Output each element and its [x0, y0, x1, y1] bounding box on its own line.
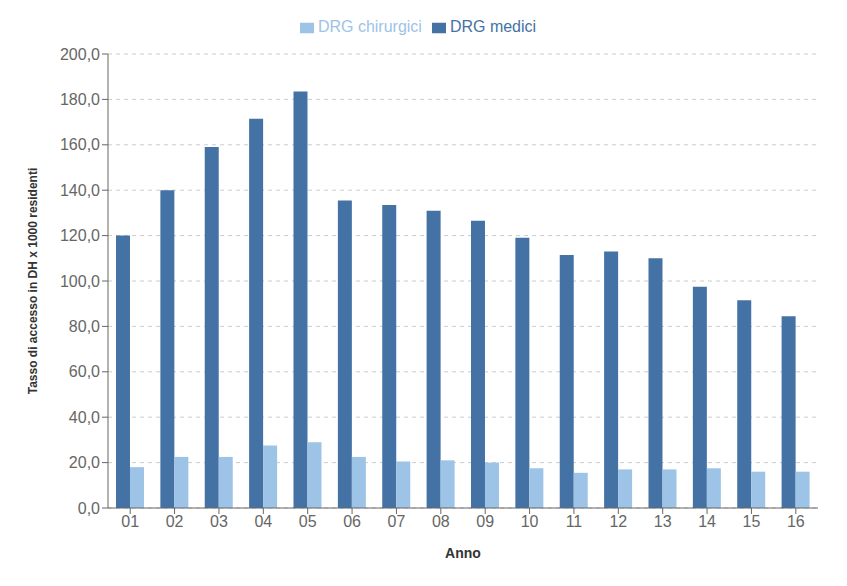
svg-text:Anno: Anno [445, 545, 481, 561]
svg-text:07: 07 [388, 513, 406, 530]
svg-text:02: 02 [166, 513, 184, 530]
svg-text:03: 03 [210, 513, 228, 530]
svg-text:20,0: 20,0 [69, 454, 100, 471]
svg-text:100,0: 100,0 [60, 273, 100, 290]
svg-text:12: 12 [609, 513, 627, 530]
svg-text:06: 06 [343, 513, 361, 530]
svg-text:180,0: 180,0 [60, 91, 100, 108]
svg-text:04: 04 [254, 513, 272, 530]
svg-text:80,0: 80,0 [69, 318, 100, 335]
html-text:DRG medici: DRG medici [449, 18, 537, 35]
svg-text:05: 05 [299, 513, 317, 530]
svg-text:15: 15 [743, 513, 761, 530]
svg-text:140,0: 140,0 [60, 182, 100, 199]
svg-text:160,0: 160,0 [60, 136, 100, 153]
svg-text:120,0: 120,0 [60, 227, 100, 244]
svg-text:200,0: 200,0 [60, 46, 100, 63]
svg-text:0,0: 0,0 [78, 500, 100, 517]
svg-text:40,0: 40,0 [69, 409, 100, 426]
svg-text:16: 16 [787, 513, 805, 530]
svg-text:11: 11 [566, 513, 583, 530]
html-text:DRG chirurgici: DRG chirurgici [317, 18, 422, 35]
svg-text:Tasso di accesso in DH x 1000: Tasso di accesso in DH x 1000 residenti [26, 168, 40, 395]
svg-text:60,0: 60,0 [69, 363, 100, 380]
svg-text:13: 13 [654, 513, 672, 530]
svg-text:14: 14 [698, 513, 716, 530]
svg-text:09: 09 [476, 513, 494, 530]
svg-text:01: 01 [121, 513, 139, 530]
svg-text:08: 08 [432, 513, 450, 530]
svg-text:10: 10 [521, 513, 539, 530]
